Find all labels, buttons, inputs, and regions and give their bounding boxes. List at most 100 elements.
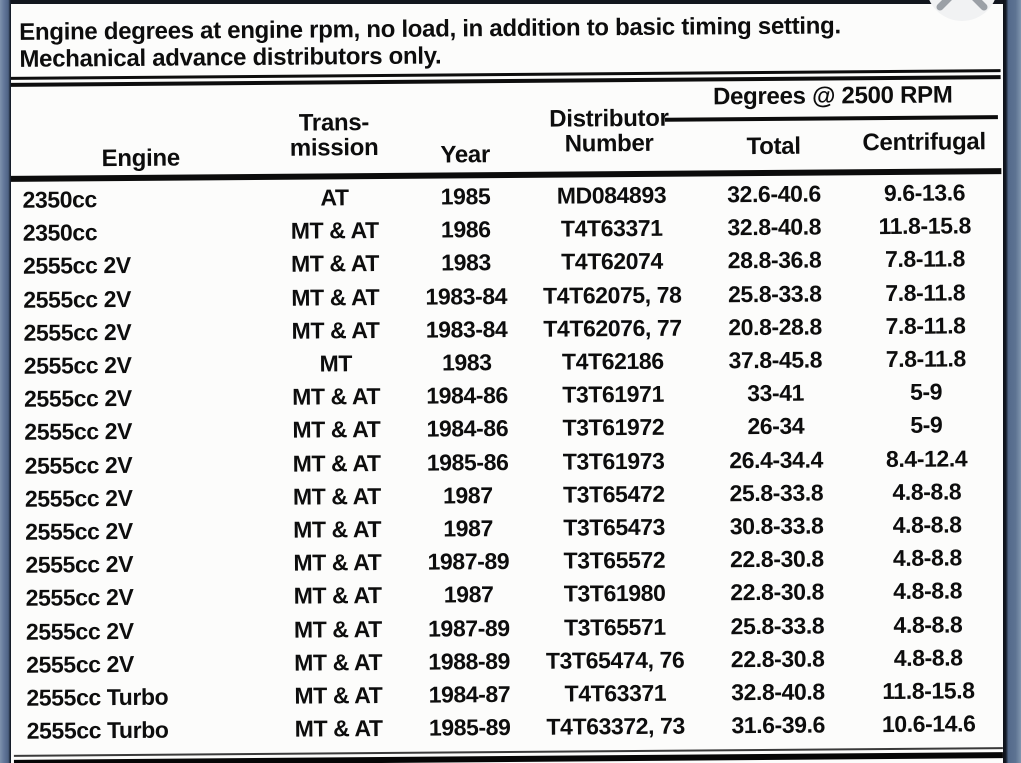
cell-centrifugal-degrees: 7.8-11.8 <box>885 312 966 339</box>
cell-total-degrees: 20.8-28.8 <box>728 313 822 341</box>
cell-centrifugal-degrees: 5-9 <box>910 412 943 439</box>
column-header-year: Year <box>440 141 491 169</box>
table-row: 2555cc Turbo MT & AT 1985-89 T4T63372, 7… <box>14 707 1003 748</box>
cell-centrifugal-degrees: 7.8-11.8 <box>885 279 966 306</box>
cell-total-degrees: 26.4-34.4 <box>729 446 823 473</box>
cell-engine: 2350cc <box>22 219 98 247</box>
cell-year: 1983 <box>441 349 492 376</box>
cell-transmission: MT & AT <box>290 250 380 278</box>
cell-year: 1987-89 <box>428 614 510 642</box>
viewer-top-edge <box>0 0 1021 4</box>
cell-total-degrees: 32.8-40.8 <box>727 213 822 241</box>
cell-transmission: MT & AT <box>292 416 381 444</box>
cell-total-degrees: 28.8-36.8 <box>727 246 822 274</box>
cell-year: 1985-89 <box>428 714 511 741</box>
cell-centrifugal-degrees: 11.8-15.8 <box>878 212 972 240</box>
cell-engine: 2555cc 2V <box>23 318 132 346</box>
cell-total-degrees: 33-41 <box>747 379 805 407</box>
cell-engine: 2555cc 2V <box>24 385 132 413</box>
cell-transmission: MT & AT <box>294 648 383 676</box>
cell-engine: 2555cc 2V <box>23 285 132 313</box>
cell-engine: 2555cc Turbo <box>26 683 169 711</box>
cell-engine: 2555cc 2V <box>24 418 133 446</box>
cell-transmission: MT & AT <box>291 283 380 311</box>
cell-transmission: MT & AT <box>293 615 382 643</box>
cell-distributor-number: T3T61971 <box>562 380 665 408</box>
cell-year: 1986 <box>440 216 491 243</box>
cell-distributor-number: T4T63371 <box>564 679 667 707</box>
cell-distributor-number: T3T65472 <box>562 480 665 508</box>
cell-year: 1987-89 <box>427 548 510 575</box>
cell-transmission: MT & AT <box>292 482 381 510</box>
cell-year: 1987 <box>442 481 493 509</box>
cell-total-degrees: 32.8-40.8 <box>731 678 825 706</box>
cell-distributor-number: T3T65473 <box>563 513 666 541</box>
viewer-left-edge <box>0 0 11 763</box>
document-note: Engine degrees at engine rpm, no load, i… <box>11 4 1001 73</box>
cell-total-degrees: 25.8-33.8 <box>730 612 825 639</box>
cell-transmission: MT & AT <box>292 383 381 410</box>
table-body: 2350cc AT 1985 MD084893 32.6-40.6 9.6-13… <box>11 176 1003 748</box>
close-button[interactable] <box>912 0 1012 30</box>
scanned-document: Engine degrees at engine rpm, no load, i… <box>11 4 1003 763</box>
cell-centrifugal-degrees: 7.8-11.8 <box>884 245 966 273</box>
cell-transmission: MT & AT <box>294 715 383 742</box>
cell-total-degrees: 32.6-40.6 <box>727 180 821 208</box>
cell-engine: 2555cc 2V <box>25 617 134 645</box>
degrees-group-rule <box>664 115 998 122</box>
cell-centrifugal-degrees: 7.8-11.8 <box>885 345 966 373</box>
column-header-transmission: Trans- mission <box>289 109 379 162</box>
cell-engine: 2555cc 2V <box>24 451 133 479</box>
cell-engine: 2555cc 2V <box>22 252 131 280</box>
cell-engine: 2555cc 2V <box>23 351 132 379</box>
cell-centrifugal-degrees: 4.8-8.8 <box>893 644 963 671</box>
cell-distributor-number: T3T65571 <box>563 613 666 641</box>
cell-transmission: MT & AT <box>290 217 379 244</box>
cell-centrifugal-degrees: 11.8-15.8 <box>882 677 975 705</box>
cell-total-degrees: 22.8-30.8 <box>730 578 825 606</box>
cell-distributor-number: T3T61980 <box>563 580 666 607</box>
column-group-degrees: Degrees @ 2500 RPM <box>712 81 953 111</box>
table-bottom-rule <box>13 747 1003 763</box>
cell-total-degrees: 31.6-39.6 <box>731 711 826 739</box>
cell-centrifugal-degrees: 4.8-8.8 <box>893 611 963 638</box>
cell-distributor-number: T4T63372, 73 <box>546 712 685 740</box>
column-header-total: Total <box>746 132 801 161</box>
cell-transmission: MT & AT <box>293 582 382 610</box>
cell-transmission: AT <box>320 184 349 211</box>
cell-engine: 2555cc 2V <box>25 517 133 545</box>
cell-transmission: MT <box>319 350 353 377</box>
cell-transmission: MT & AT <box>292 449 381 477</box>
cell-centrifugal-degrees: 8.4-12.4 <box>885 445 968 472</box>
cell-centrifugal-degrees: 9.6-13.6 <box>883 179 966 207</box>
cell-year: 1983-84 <box>425 315 508 343</box>
cell-centrifugal-degrees: 4.8-8.8 <box>893 577 963 605</box>
cell-total-degrees: 30.8-33.8 <box>729 512 824 540</box>
viewer-right-edge <box>1003 0 1021 763</box>
cell-distributor-number: T3T65572 <box>563 546 666 574</box>
cell-year: 1984-87 <box>428 681 511 708</box>
cell-total-degrees: 25.8-33.8 <box>727 280 822 307</box>
table-header: Degrees @ 2500 RPM Trans- mission Distri… <box>11 79 1001 176</box>
cell-centrifugal-degrees: 4.8-8.8 <box>892 544 962 572</box>
cell-total-degrees: 37.8-45.8 <box>728 346 823 374</box>
cell-year: 1987 <box>443 515 494 542</box>
cell-distributor-number: T3T61973 <box>562 447 665 475</box>
cell-centrifugal-degrees: 10.6-14.6 <box>881 710 976 738</box>
cell-engine: 2555cc 2V <box>25 584 134 612</box>
cell-year: 1985 <box>440 183 491 210</box>
cell-engine: 2350cc <box>22 186 97 213</box>
cell-distributor-number: T3T61972 <box>562 414 665 441</box>
cell-total-degrees: 22.8-30.8 <box>729 545 824 573</box>
close-icon <box>929 0 995 21</box>
cell-distributor-number: T4T62186 <box>561 347 664 375</box>
cell-transmission: MT & AT <box>294 682 383 709</box>
cell-engine: 2555cc Turbo <box>26 716 169 745</box>
cell-centrifugal-degrees: 4.8-8.8 <box>892 511 962 539</box>
cell-distributor-number: T4T62074 <box>561 248 663 275</box>
cell-total-degrees: 22.8-30.8 <box>730 645 825 673</box>
cell-year: 1987 <box>443 581 494 608</box>
cell-total-degrees: 25.8-33.8 <box>729 479 824 507</box>
cell-engine: 2555cc 2V <box>26 650 134 678</box>
